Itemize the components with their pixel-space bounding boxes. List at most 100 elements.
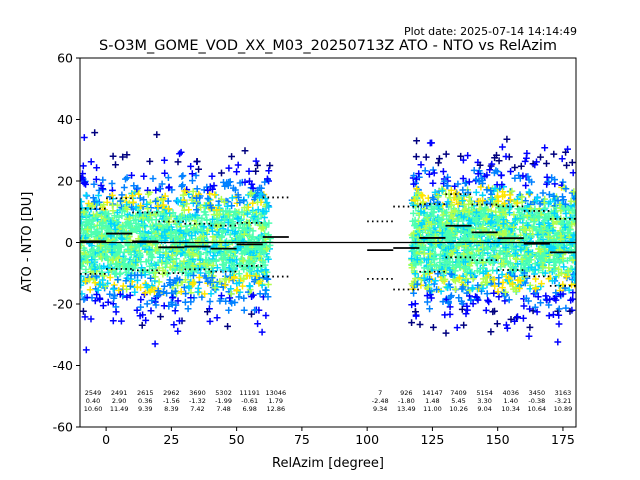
data-point-marker <box>158 180 166 188</box>
data-point-marker <box>100 201 107 209</box>
data-point-marker <box>523 294 530 302</box>
data-point-marker <box>206 298 214 305</box>
data-point-marker <box>122 175 129 183</box>
data-point-marker <box>455 294 463 302</box>
data-point-marker <box>81 313 89 321</box>
data-point-marker <box>154 287 162 295</box>
data-point-marker <box>99 302 107 309</box>
data-point-marker <box>178 173 186 180</box>
bin-count-label: 14147 <box>422 389 443 397</box>
data-point-marker <box>499 220 507 228</box>
data-point-marker <box>176 264 184 272</box>
bin-mean-label: 3.30 <box>477 397 491 405</box>
data-point-marker <box>469 235 477 243</box>
data-point-marker <box>204 195 212 202</box>
data-point-marker <box>137 303 144 311</box>
data-point-marker <box>507 316 515 323</box>
data-point-marker <box>194 264 202 272</box>
data-point-marker <box>456 274 463 282</box>
data-point-marker <box>154 226 161 233</box>
data-point-marker <box>570 188 576 196</box>
data-point-marker <box>187 298 195 306</box>
bin-std-label: 9.39 <box>138 405 152 413</box>
data-point-marker <box>251 219 259 226</box>
data-point-marker <box>92 214 100 222</box>
data-point-marker <box>560 244 568 251</box>
data-point-marker <box>523 247 531 255</box>
bin-mean-label: 1.40 <box>503 397 517 405</box>
data-point-marker <box>509 280 516 288</box>
data-point-marker <box>487 328 495 336</box>
data-point-marker <box>517 162 525 170</box>
data-point-marker <box>251 276 259 284</box>
data-point-marker <box>474 170 482 178</box>
data-point-marker <box>550 267 558 275</box>
data-point-marker <box>90 247 98 254</box>
data-point-marker <box>97 182 105 189</box>
data-point-marker <box>550 311 557 318</box>
data-point-marker <box>131 271 139 279</box>
data-point-marker <box>463 247 471 254</box>
data-point-marker <box>232 211 239 218</box>
data-point-marker <box>458 297 465 305</box>
data-point-marker <box>226 231 234 238</box>
data-point-marker <box>437 251 444 258</box>
data-point-marker <box>487 279 495 287</box>
data-point-marker <box>98 254 106 261</box>
data-point-marker <box>546 191 553 198</box>
y-tick-label: -40 <box>53 358 73 373</box>
data-point-marker <box>246 177 253 185</box>
data-point-marker <box>410 289 417 297</box>
data-point-marker <box>82 266 90 273</box>
data-point-marker <box>487 187 495 195</box>
data-point-marker <box>557 290 564 298</box>
data-point-marker <box>485 298 493 306</box>
data-point-marker <box>127 251 135 259</box>
bin-std-label: 7.48 <box>216 405 230 413</box>
data-point-marker <box>448 292 455 299</box>
data-point-marker <box>537 299 544 307</box>
data-point-marker <box>262 195 269 202</box>
data-point-marker <box>147 211 154 219</box>
data-point-marker <box>507 242 515 250</box>
data-point-marker <box>265 219 273 227</box>
data-point-marker <box>80 296 88 303</box>
data-point-marker <box>266 242 274 249</box>
data-point-marker <box>550 192 558 200</box>
data-point-marker <box>524 258 532 266</box>
data-point-marker <box>200 233 207 240</box>
data-point-marker <box>203 262 211 269</box>
data-point-marker <box>501 200 508 207</box>
data-point-marker <box>152 261 160 269</box>
data-point-marker <box>502 250 510 258</box>
data-point-marker <box>249 199 257 207</box>
data-point-marker <box>93 291 101 298</box>
data-point-marker <box>153 196 161 204</box>
data-point-marker <box>546 198 554 206</box>
data-point-marker <box>254 186 262 194</box>
y-tick-label: 40 <box>57 112 73 127</box>
data-point-marker <box>213 314 221 322</box>
data-point-marker <box>101 210 109 218</box>
data-point-marker <box>119 223 126 231</box>
data-point-marker <box>155 278 163 286</box>
data-point-marker <box>555 265 563 273</box>
data-point-marker <box>568 159 576 166</box>
data-point-marker <box>178 183 186 190</box>
data-point-marker <box>464 152 472 159</box>
data-point-marker <box>218 232 226 240</box>
data-point-marker <box>410 201 417 209</box>
data-point-marker <box>123 151 131 159</box>
data-point-marker <box>93 164 100 172</box>
data-point-marker <box>449 261 456 269</box>
data-point-marker <box>411 216 419 224</box>
data-point-marker <box>490 289 498 297</box>
x-axis-label: RelAzim [degree] <box>272 456 384 471</box>
data-point-marker <box>188 232 195 239</box>
data-point-marker <box>80 252 84 260</box>
data-point-marker <box>133 306 141 314</box>
data-point-marker <box>108 249 116 256</box>
data-point-marker <box>432 239 440 247</box>
x-tick-label: 50 <box>229 432 245 447</box>
data-point-marker <box>204 187 212 194</box>
